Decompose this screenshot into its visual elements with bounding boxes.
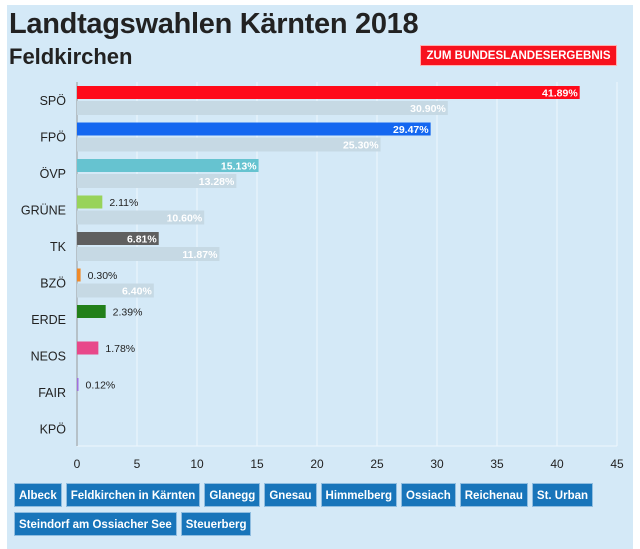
previous-data-label: 13.28% — [199, 176, 235, 188]
x-tick-label: 45 — [610, 457, 624, 471]
category-label: ERDE — [31, 313, 66, 327]
data-label: 41.89% — [542, 88, 578, 100]
x-tick-label: 40 — [550, 457, 564, 471]
data-label: 1.78% — [105, 343, 135, 355]
previous-bar-bzö — [77, 283, 154, 298]
category-label: FAIR — [38, 386, 66, 400]
x-tick-label: 5 — [134, 457, 141, 471]
category-label: FPÖ — [40, 131, 66, 145]
previous-bar-grüne — [77, 210, 205, 225]
x-tick-label: 20 — [310, 457, 324, 471]
category-label: SPÖ — [40, 94, 67, 108]
bar-bzö — [77, 268, 81, 282]
previous-data-label: 11.87% — [182, 249, 218, 261]
x-tick-label: 25 — [370, 457, 384, 471]
municipality-button[interactable]: Steuerberg — [180, 512, 252, 536]
page-title: Landtagswahlen Kärnten 2018 — [9, 8, 419, 40]
bar-grüne — [77, 195, 103, 209]
bar-neos — [77, 341, 99, 355]
category-label: GRÜNE — [21, 204, 66, 218]
previous-bar-tk — [77, 247, 220, 261]
data-label: 0.30% — [88, 270, 118, 282]
category-label: ÖVP — [40, 167, 66, 181]
bar-spö — [77, 86, 580, 99]
x-tick-label: 0 — [74, 457, 81, 471]
municipality-buttons-row-2: Steindorf am Ossiacher See Steuerberg — [14, 512, 252, 536]
category-label: NEOS — [31, 350, 66, 364]
municipality-buttons-row-1: Albeck Feldkirchen in Kärnten Glanegg Gnesa… — [14, 483, 594, 507]
data-label: 2.39% — [113, 307, 143, 319]
bar-övp — [77, 159, 259, 172]
municipality-button[interactable]: Feldkirchen in Kärnten — [65, 483, 201, 507]
municipality-button[interactable]: Glanegg — [204, 483, 261, 507]
previous-data-label: 6.40% — [122, 286, 152, 298]
municipality-button[interactable]: Reichenau — [459, 483, 528, 507]
x-tick-label: 35 — [490, 457, 504, 471]
bar-tk — [77, 232, 159, 245]
data-label: 0.12% — [86, 380, 116, 392]
category-label: BZÖ — [40, 277, 66, 291]
data-label: 29.47% — [393, 124, 429, 136]
category-label: KPÖ — [40, 423, 67, 437]
data-label: 2.11% — [109, 197, 138, 209]
bar-fpö — [77, 122, 431, 136]
previous-data-label: 10.60% — [167, 213, 203, 225]
previous-bar-spö — [77, 101, 448, 115]
previous-bar-fpö — [77, 137, 381, 152]
municipality-button[interactable]: Himmelberg — [320, 483, 397, 507]
bar-erde — [77, 305, 106, 318]
category-label: TK — [50, 240, 67, 254]
data-label: 15.13% — [221, 161, 257, 173]
municipality-button[interactable]: St. Urban — [531, 483, 594, 507]
municipality-button[interactable]: Steindorf am Ossiacher See — [14, 512, 177, 536]
x-tick-label: 10 — [190, 457, 204, 471]
municipality-button[interactable]: Gnesau — [264, 483, 317, 507]
municipality-button[interactable]: Albeck — [14, 483, 62, 507]
x-tick-label: 30 — [430, 457, 444, 471]
municipality-button[interactable]: Ossiach — [401, 483, 456, 507]
results-chart: 0 5 10 15 20 25 30 35 40 45 SPÖ 41.89% 30.90% FPÖ 29.4… — [21, 82, 624, 471]
data-label: 6.81% — [127, 234, 157, 246]
previous-bar-övp — [77, 174, 237, 188]
state-result-button[interactable]: ZUM BUNDESLANDESERGEBNIS — [420, 45, 617, 66]
previous-data-label: 30.90% — [410, 103, 446, 115]
previous-data-label: 25.30% — [343, 140, 379, 152]
bar-fair — [77, 378, 79, 391]
page-subtitle: Feldkirchen — [9, 44, 133, 69]
x-tick-label: 15 — [250, 457, 264, 471]
